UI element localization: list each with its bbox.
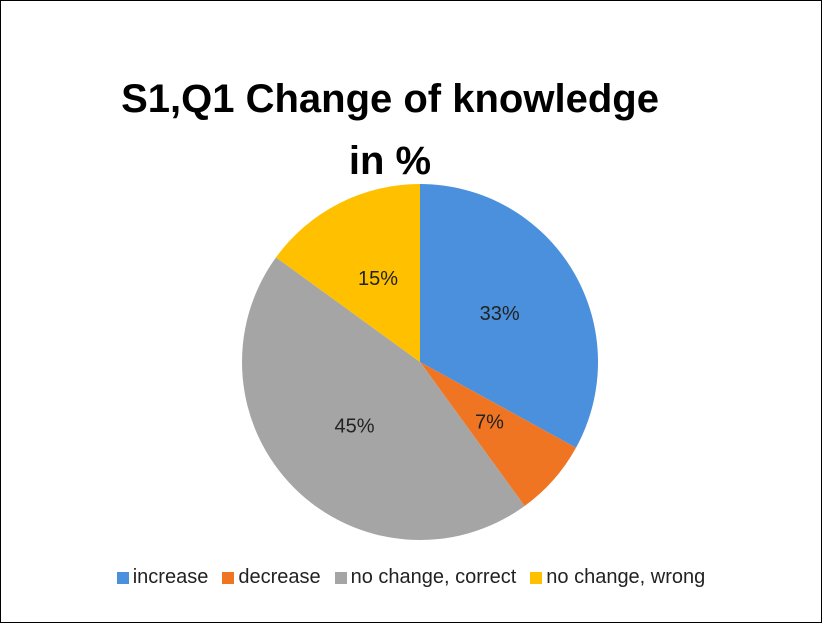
legend-swatch xyxy=(116,571,129,584)
legend-label: increase xyxy=(132,566,209,588)
legend: increase decrease no change, correct no cha… xyxy=(0,566,822,589)
pie-slice xyxy=(275,184,420,362)
data-label: 15% xyxy=(358,268,398,290)
legend-item: decrease xyxy=(222,566,321,589)
pie-slice xyxy=(420,362,576,507)
legend-label: decrease xyxy=(238,566,321,588)
legend-item: no change, correct xyxy=(334,566,517,589)
legend-item: no change, wrong xyxy=(530,566,705,589)
data-label: 33% xyxy=(480,303,520,325)
data-label: 45% xyxy=(335,416,375,438)
legend-label: no change, correct xyxy=(350,566,517,588)
legend-swatch xyxy=(530,571,543,584)
pie-slice xyxy=(420,184,598,448)
pie-slice xyxy=(241,257,525,541)
legend-swatch xyxy=(334,571,347,584)
legend-item: increase xyxy=(116,566,209,589)
chart-title: S1,Q1 Change of knowledge in % xyxy=(121,77,659,183)
legend-swatch xyxy=(222,571,235,584)
legend-label: no change, wrong xyxy=(546,566,706,588)
data-label: 7% xyxy=(475,411,504,433)
